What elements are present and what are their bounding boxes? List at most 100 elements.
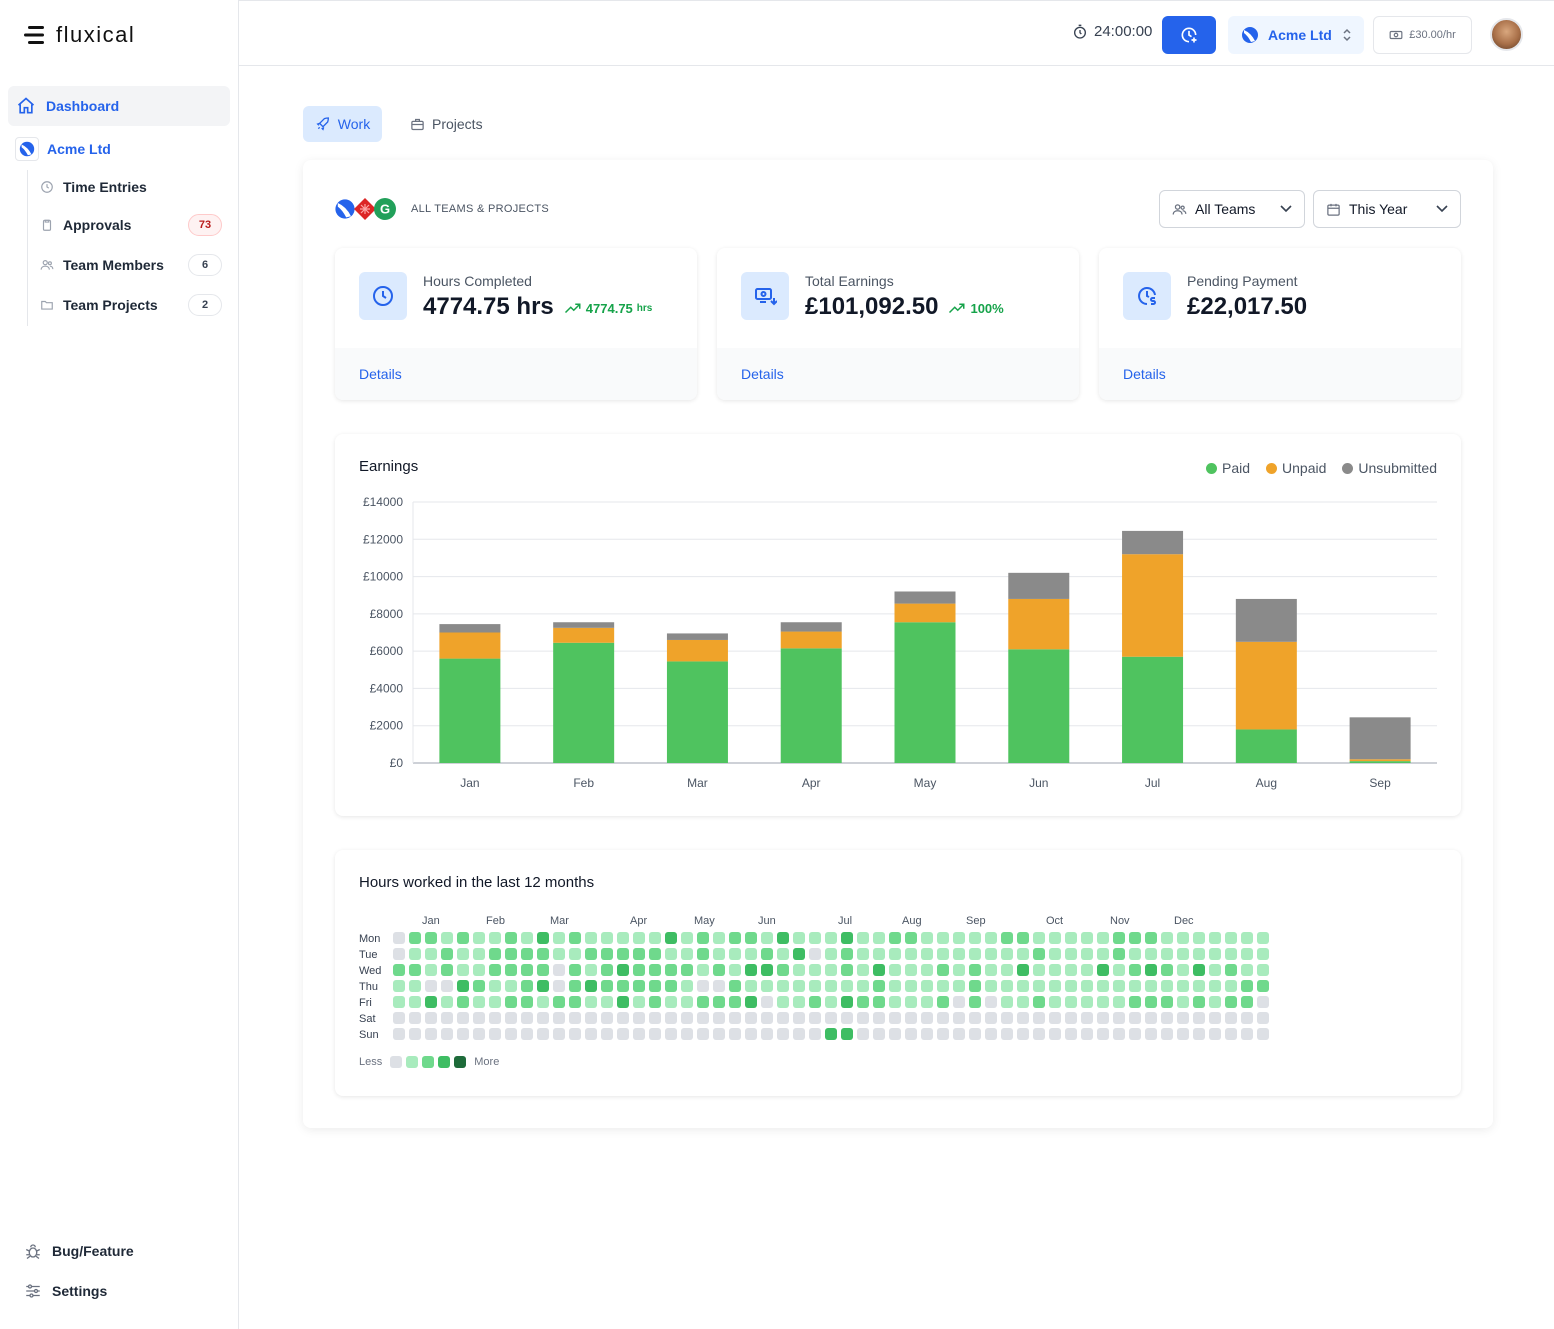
heatmap-cell[interactable] bbox=[713, 996, 725, 1008]
heatmap-cell[interactable] bbox=[793, 1028, 805, 1040]
heatmap-cell[interactable] bbox=[681, 996, 693, 1008]
heatmap-cell[interactable] bbox=[1209, 964, 1221, 976]
heatmap-cell[interactable] bbox=[857, 996, 869, 1008]
heatmap-cell[interactable] bbox=[649, 948, 661, 960]
heatmap-cell[interactable] bbox=[1033, 996, 1045, 1008]
heatmap-cell[interactable] bbox=[1161, 996, 1173, 1008]
heatmap-cell[interactable] bbox=[809, 932, 821, 944]
heatmap-cell[interactable] bbox=[857, 980, 869, 992]
heatmap-cell[interactable] bbox=[1177, 1012, 1189, 1024]
heatmap-cell[interactable] bbox=[697, 980, 709, 992]
heatmap-cell[interactable] bbox=[761, 1028, 773, 1040]
heatmap-cell[interactable] bbox=[905, 996, 917, 1008]
heatmap-cell[interactable] bbox=[585, 980, 597, 992]
heatmap-cell[interactable] bbox=[553, 980, 565, 992]
hourly-rate[interactable]: £30.00/hr bbox=[1373, 16, 1472, 54]
heatmap-cell[interactable] bbox=[601, 996, 613, 1008]
heatmap-cell[interactable] bbox=[985, 948, 997, 960]
heatmap-cell[interactable] bbox=[681, 1028, 693, 1040]
heatmap-cell[interactable] bbox=[1161, 1012, 1173, 1024]
heatmap-cell[interactable] bbox=[1225, 996, 1237, 1008]
heatmap-cell[interactable] bbox=[617, 1028, 629, 1040]
heatmap-cell[interactable] bbox=[1033, 1028, 1045, 1040]
heatmap-cell[interactable] bbox=[793, 1012, 805, 1024]
heatmap-cell[interactable] bbox=[793, 932, 805, 944]
bar-segment-unsubmitted[interactable] bbox=[439, 624, 501, 633]
heatmap-cell[interactable] bbox=[969, 964, 981, 976]
heatmap-cell[interactable] bbox=[713, 964, 725, 976]
heatmap-cell[interactable] bbox=[873, 964, 885, 976]
heatmap-cell[interactable] bbox=[937, 1012, 949, 1024]
heatmap-cell[interactable] bbox=[1129, 980, 1141, 992]
heatmap-cell[interactable] bbox=[601, 948, 613, 960]
heatmap-cell[interactable] bbox=[713, 948, 725, 960]
heatmap-cell[interactable] bbox=[665, 932, 677, 944]
heatmap-cell[interactable] bbox=[409, 964, 421, 976]
heatmap-cell[interactable] bbox=[697, 932, 709, 944]
heatmap-cell[interactable] bbox=[553, 1028, 565, 1040]
heatmap-cell[interactable] bbox=[985, 980, 997, 992]
heatmap-cell[interactable] bbox=[537, 980, 549, 992]
heatmap-cell[interactable] bbox=[425, 932, 437, 944]
heatmap-cell[interactable] bbox=[1033, 948, 1045, 960]
heatmap-cell[interactable] bbox=[1113, 948, 1125, 960]
heatmap-cell[interactable] bbox=[441, 980, 453, 992]
heatmap-cell[interactable] bbox=[489, 996, 501, 1008]
heatmap-cell[interactable] bbox=[809, 964, 821, 976]
heatmap-cell[interactable] bbox=[761, 948, 773, 960]
heatmap-cell[interactable] bbox=[873, 980, 885, 992]
heatmap-cell[interactable] bbox=[1081, 964, 1093, 976]
bar-segment-unsubmitted[interactable] bbox=[666, 633, 728, 640]
period-filter-dropdown[interactable]: This Year bbox=[1313, 190, 1461, 228]
heatmap-cell[interactable] bbox=[505, 1012, 517, 1024]
heatmap-cell[interactable] bbox=[489, 980, 501, 992]
bar-segment-unpaid[interactable] bbox=[553, 627, 615, 643]
heatmap-cell[interactable] bbox=[1225, 964, 1237, 976]
heatmap-cell[interactable] bbox=[777, 964, 789, 976]
heatmap-cell[interactable] bbox=[1097, 932, 1109, 944]
bar-segment-unsubmitted[interactable] bbox=[553, 622, 615, 628]
heatmap-cell[interactable] bbox=[1241, 964, 1253, 976]
bar-segment-unpaid[interactable] bbox=[666, 639, 728, 662]
heatmap-cell[interactable] bbox=[425, 948, 437, 960]
bar-segment-unpaid[interactable] bbox=[1235, 641, 1297, 730]
heatmap-cell[interactable] bbox=[921, 980, 933, 992]
heatmap-cell[interactable] bbox=[553, 964, 565, 976]
heatmap-cell[interactable] bbox=[1017, 996, 1029, 1008]
heatmap-cell[interactable] bbox=[617, 948, 629, 960]
heatmap-cell[interactable] bbox=[745, 964, 757, 976]
heatmap-cell[interactable] bbox=[425, 980, 437, 992]
heatmap-cell[interactable] bbox=[969, 1012, 981, 1024]
heatmap-cell[interactable] bbox=[601, 1028, 613, 1040]
heatmap-cell[interactable] bbox=[729, 980, 741, 992]
heatmap-cell[interactable] bbox=[697, 948, 709, 960]
heatmap-cell[interactable] bbox=[921, 996, 933, 1008]
heatmap-cell[interactable] bbox=[393, 1012, 405, 1024]
heatmap-cell[interactable] bbox=[505, 996, 517, 1008]
heatmap-cell[interactable] bbox=[761, 996, 773, 1008]
heatmap-cell[interactable] bbox=[409, 932, 421, 944]
heatmap-cell[interactable] bbox=[1065, 932, 1077, 944]
heatmap-cell[interactable] bbox=[601, 964, 613, 976]
heatmap-cell[interactable] bbox=[425, 1012, 437, 1024]
heatmap-cell[interactable] bbox=[825, 1028, 837, 1040]
heatmap-cell[interactable] bbox=[633, 964, 645, 976]
heatmap-cell[interactable] bbox=[505, 932, 517, 944]
heatmap-cell[interactable] bbox=[1129, 964, 1141, 976]
heatmap-cell[interactable] bbox=[441, 964, 453, 976]
heatmap-cell[interactable] bbox=[409, 1028, 421, 1040]
heatmap-cell[interactable] bbox=[1113, 932, 1125, 944]
heatmap-cell[interactable] bbox=[1113, 1028, 1125, 1040]
heatmap-cell[interactable] bbox=[1241, 932, 1253, 944]
heatmap-cell[interactable] bbox=[825, 932, 837, 944]
heatmap-cell[interactable] bbox=[1257, 996, 1269, 1008]
heatmap-cell[interactable] bbox=[537, 964, 549, 976]
heatmap-cell[interactable] bbox=[489, 932, 501, 944]
heatmap-cell[interactable] bbox=[425, 964, 437, 976]
heatmap-cell[interactable] bbox=[649, 996, 661, 1008]
heatmap-cell[interactable] bbox=[393, 964, 405, 976]
pending-details-link[interactable]: Details bbox=[1123, 366, 1166, 382]
heatmap-cell[interactable] bbox=[1049, 932, 1061, 944]
heatmap-cell[interactable] bbox=[1129, 948, 1141, 960]
heatmap-cell[interactable] bbox=[665, 1012, 677, 1024]
